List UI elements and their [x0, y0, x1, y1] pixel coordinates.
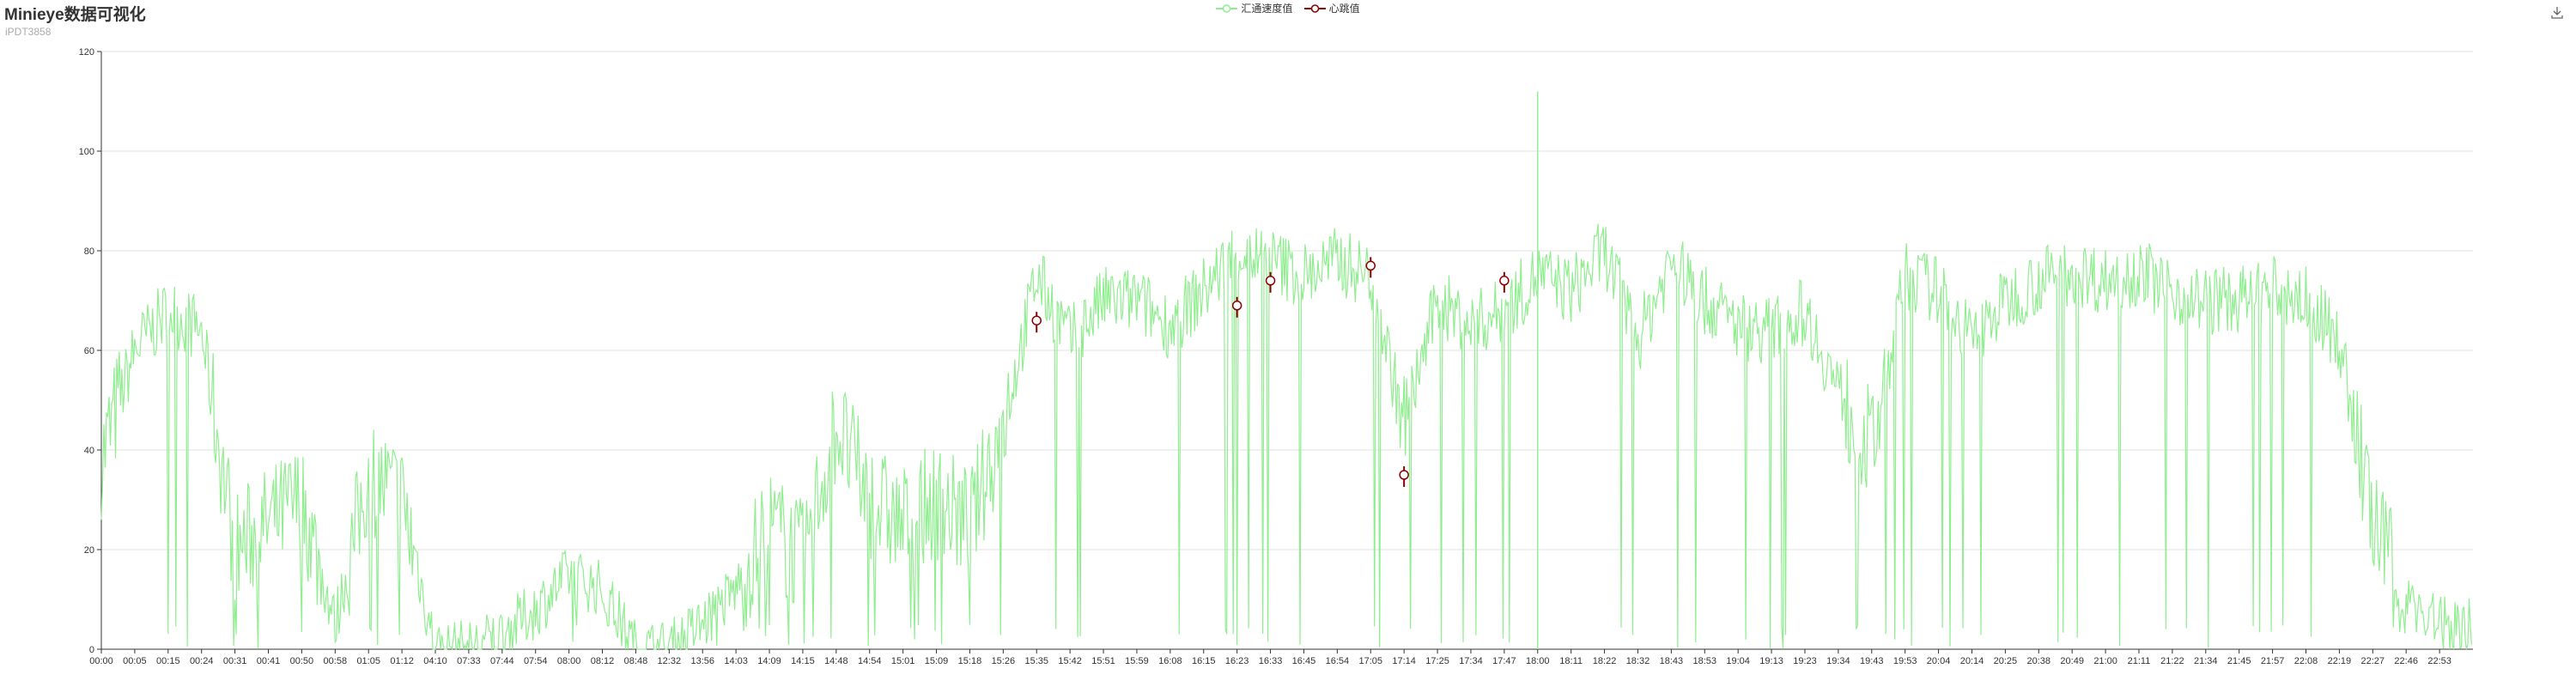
- x-tick-label: 21:34: [2194, 656, 2218, 666]
- x-tick-label: 14:54: [858, 656, 882, 666]
- legend: 汇通速度值 心跳值: [0, 1, 2576, 17]
- x-tick-label: 15:09: [925, 656, 949, 666]
- x-tick-label: 18:43: [1660, 656, 1684, 666]
- download-icon: [2551, 7, 2563, 19]
- heartbeat-point: [1365, 260, 1376, 271]
- speed-series-line: [100, 223, 2473, 652]
- x-tick-label: 15:18: [958, 656, 982, 666]
- legend-item-heartbeat[interactable]: 心跳值: [1303, 1, 1360, 15]
- x-tick-label: 17:14: [1392, 656, 1416, 666]
- x-tick-label: 00:05: [123, 656, 147, 666]
- x-tick-label: 20:25: [1994, 656, 2018, 666]
- legend-heartbeat-label: 心跳值: [1328, 3, 1360, 15]
- y-tick-label: 20: [84, 545, 94, 556]
- x-tick-label: 00:50: [290, 656, 314, 666]
- x-tick-label: 01:12: [390, 656, 414, 666]
- x-tick-label: 16:54: [1326, 656, 1350, 666]
- y-tick-label: 100: [79, 147, 94, 157]
- y-tick-label: 40: [84, 446, 94, 456]
- x-tick-label: 00:31: [223, 656, 247, 666]
- x-tick-label: 13:56: [690, 656, 714, 666]
- x-tick-label: 16:45: [1292, 656, 1316, 666]
- x-tick-label: 00:58: [324, 656, 348, 666]
- x-tick-label: 14:48: [824, 656, 848, 666]
- x-tick-label: 17:47: [1492, 656, 1516, 666]
- x-tick-label: 16:08: [1158, 656, 1182, 666]
- x-tick-label: 22:19: [2328, 656, 2352, 666]
- x-tick-label: 19:53: [1893, 656, 1917, 666]
- x-tick-label: 22:46: [2394, 656, 2418, 666]
- x-tick-label: 21:22: [2160, 656, 2184, 666]
- x-tick-label: 20:04: [1927, 656, 1951, 666]
- heartbeat-point: [1399, 470, 1409, 480]
- x-tick-label: 22:08: [2294, 656, 2318, 666]
- x-tick-label: 15:42: [1058, 656, 1082, 666]
- heartbeat-point: [1265, 276, 1276, 286]
- x-tick-label: 17:05: [1358, 656, 1382, 666]
- save-as-image-button[interactable]: [2550, 6, 2564, 24]
- x-tick-label: 14:09: [757, 656, 781, 666]
- x-tick-label: 19:13: [1759, 656, 1783, 666]
- x-tick-label: 21:11: [2128, 656, 2151, 666]
- x-tick-label: 16:15: [1192, 656, 1216, 666]
- x-tick-label: 01:05: [356, 656, 380, 666]
- x-tick-label: 18:11: [1559, 656, 1583, 666]
- x-tick-label: 15:35: [1024, 656, 1048, 666]
- legend-heartbeat-marker-icon: [1303, 3, 1326, 13]
- y-tick-label: 80: [84, 246, 94, 257]
- x-tick-label: 20:49: [2060, 656, 2084, 666]
- x-tick-label: 18:32: [1626, 656, 1650, 666]
- x-tick-label: 20:14: [1960, 656, 1984, 666]
- x-tick-label: 15:59: [1125, 656, 1149, 666]
- heartbeat-point: [1499, 276, 1510, 286]
- x-tick-label: 22:53: [2427, 656, 2451, 666]
- heartbeat-point: [1031, 315, 1042, 325]
- x-tick-label: 19:04: [1726, 656, 1750, 666]
- x-tick-label: 00:41: [257, 656, 281, 666]
- x-tick-label: 16:33: [1259, 656, 1283, 666]
- x-tick-label: 15:01: [891, 656, 915, 666]
- x-tick-label: 21:00: [2093, 656, 2117, 666]
- x-tick-label: 22:27: [2361, 656, 2385, 666]
- y-tick-label: 60: [84, 346, 94, 356]
- x-tick-label: 07:44: [490, 656, 514, 666]
- x-tick-label: 04:10: [423, 656, 447, 666]
- x-tick-label: 20:38: [2027, 656, 2051, 666]
- x-tick-label: 12:32: [658, 656, 682, 666]
- y-tick-label: 120: [79, 47, 94, 58]
- x-tick-label: 17:25: [1425, 656, 1449, 666]
- x-tick-label: 14:15: [791, 656, 815, 666]
- x-tick-label: 00:15: [156, 656, 180, 666]
- x-tick-label: 21:57: [2261, 656, 2285, 666]
- x-tick-label: 07:33: [457, 656, 481, 666]
- x-tick-label: 18:22: [1593, 656, 1617, 666]
- y-tick-label: 0: [89, 645, 94, 655]
- x-tick-label: 19:43: [1860, 656, 1884, 666]
- x-tick-label: 18:53: [1693, 656, 1717, 666]
- legend-speed-label: 汇通速度值: [1241, 3, 1293, 15]
- x-tick-label: 00:00: [89, 656, 113, 666]
- x-tick-label: 17:34: [1459, 656, 1483, 666]
- x-tick-label: 08:00: [557, 656, 581, 666]
- x-tick-label: 21:45: [2227, 656, 2251, 666]
- x-tick-label: 19:23: [1793, 656, 1817, 666]
- x-tick-label: 19:34: [1826, 656, 1850, 666]
- x-tick-label: 08:48: [624, 656, 648, 666]
- x-tick-label: 14:03: [724, 656, 748, 666]
- x-tick-label: 15:26: [992, 656, 1016, 666]
- x-tick-label: 08:12: [591, 656, 615, 666]
- chart-subtitle: iPDT3858: [5, 26, 52, 38]
- x-tick-label: 00:24: [190, 656, 214, 666]
- legend-item-speed[interactable]: 汇通速度值: [1216, 1, 1292, 15]
- x-tick-label: 15:51: [1091, 656, 1115, 666]
- x-tick-label: 16:23: [1225, 656, 1249, 666]
- heartbeat-point: [1231, 301, 1242, 311]
- x-tick-label: 07:54: [524, 656, 548, 666]
- legend-speed-marker-icon: [1216, 3, 1238, 13]
- x-tick-label: 18:00: [1526, 656, 1550, 666]
- chart-title: Minieye数据可视化: [4, 6, 146, 24]
